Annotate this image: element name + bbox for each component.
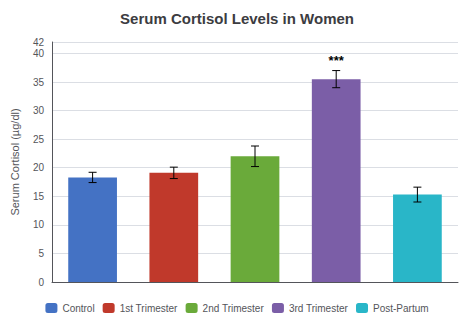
svg-text:40: 40 (33, 48, 45, 59)
svg-text:10: 10 (33, 219, 45, 230)
svg-text:25: 25 (33, 134, 45, 145)
svg-text:Serum Cortisol Levels in Women: Serum Cortisol Levels in Women (120, 10, 354, 27)
svg-text:2nd Trimester: 2nd Trimester (203, 303, 265, 314)
svg-text:20: 20 (33, 162, 45, 173)
svg-text:Serum Cortisol (µg/dl): Serum Cortisol (µg/dl) (9, 108, 21, 215)
svg-text:1st Trimester: 1st Trimester (120, 303, 178, 314)
svg-text:0: 0 (38, 277, 44, 288)
svg-text:15: 15 (33, 191, 45, 202)
svg-text:42: 42 (33, 37, 45, 48)
svg-text:5: 5 (38, 248, 44, 259)
svg-text:Post-Partum: Post-Partum (373, 303, 429, 314)
svg-text:35: 35 (33, 77, 45, 88)
svg-text:Control: Control (62, 303, 94, 314)
svg-text:30: 30 (33, 105, 45, 116)
svg-text:***: *** (329, 53, 345, 68)
svg-text:3rd Trimester: 3rd Trimester (289, 303, 349, 314)
